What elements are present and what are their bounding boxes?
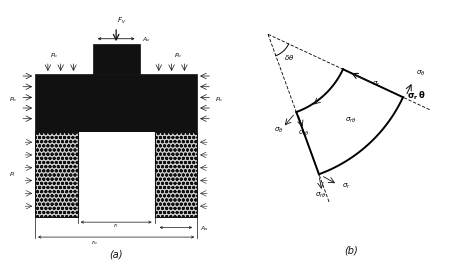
Text: $A_c$: $A_c$ xyxy=(142,35,151,44)
Text: $\sigma_\theta$: $\sigma_\theta$ xyxy=(416,69,425,78)
Text: (b): (b) xyxy=(344,246,358,256)
Bar xyxy=(35,74,197,132)
Text: $\sigma_{r\theta}$: $\sigma_{r\theta}$ xyxy=(298,129,309,138)
Text: $P_o$: $P_o$ xyxy=(174,51,182,60)
Text: $\sigma_{r\theta}$: $\sigma_{r\theta}$ xyxy=(345,115,356,125)
Text: $\sigma_r$: $\sigma_r$ xyxy=(372,80,381,89)
Text: $F_v$: $F_v$ xyxy=(117,16,126,26)
Bar xyxy=(35,131,78,132)
Bar xyxy=(155,132,197,217)
Text: $\sigma_r$: $\sigma_r$ xyxy=(342,182,350,191)
Text: $r_o$: $r_o$ xyxy=(91,239,98,247)
Bar xyxy=(155,131,197,132)
Bar xyxy=(93,44,140,74)
Text: $r_i$: $r_i$ xyxy=(113,221,119,230)
Text: $\sigma_{r\theta}$: $\sigma_{r\theta}$ xyxy=(315,191,327,200)
Text: $\sigma_\theta$: $\sigma_\theta$ xyxy=(274,126,283,135)
Text: $\delta\theta$: $\delta\theta$ xyxy=(284,53,295,62)
Text: (a): (a) xyxy=(109,249,123,259)
Bar xyxy=(78,132,155,217)
Text: $P_o$: $P_o$ xyxy=(216,95,224,104)
Text: $P_i$: $P_i$ xyxy=(9,170,16,179)
Text: $P_o$: $P_o$ xyxy=(9,95,17,104)
Text: $\mathbf{\sigma_r\,\theta}$: $\mathbf{\sigma_r\,\theta}$ xyxy=(407,90,426,103)
Bar xyxy=(35,132,78,217)
Text: $A_s$: $A_s$ xyxy=(201,224,209,233)
Text: $P_o$: $P_o$ xyxy=(50,51,58,60)
Text: $P_i$: $P_i$ xyxy=(112,169,120,179)
